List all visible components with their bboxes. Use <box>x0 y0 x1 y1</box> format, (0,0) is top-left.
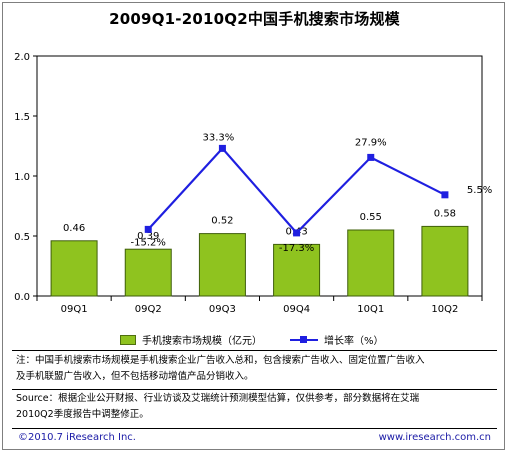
growth-value-label: 33.3% <box>203 132 235 143</box>
separator-bottom <box>12 428 497 429</box>
bar <box>198 233 246 297</box>
plot-area <box>36 55 483 297</box>
y-tick-label: 1.5 <box>14 112 30 123</box>
x-tick-label: 09Q4 <box>283 304 310 315</box>
legend-bar-swatch <box>120 334 136 345</box>
bar-value-label: 0.46 <box>63 223 85 234</box>
growth-point <box>441 191 449 199</box>
footer-website: www.iresearch.com.cn <box>378 432 491 443</box>
source-line-1: Source：根据企业公开财报、行业访谈及艾瑞统计预测模型估算，仅供参考，部分数… <box>16 393 420 404</box>
x-tick-label: 10Q2 <box>431 304 458 315</box>
legend-line-label: 增长率（%） <box>324 336 384 347</box>
footer-copyright: ©2010.7 iResearch Inc. <box>18 432 136 443</box>
x-tick-label: 09Q2 <box>135 304 162 315</box>
growth-value-label: -15.2% <box>131 237 166 248</box>
chart-title: 2009Q1-2010Q2中国手机搜索市场规模 <box>109 10 400 28</box>
chart-legend: 手机搜索市场规模（亿元） 增长率（%） <box>120 332 450 347</box>
legend-bar-label: 手机搜索市场规模（亿元） <box>142 336 262 347</box>
separator-top <box>12 350 497 351</box>
bar <box>421 225 469 297</box>
bar <box>124 248 172 297</box>
growth-value-label: -17.3% <box>279 243 314 254</box>
note-line-1: 注：中国手机搜索市场规模是手机搜索企业广告收入总和，包含搜索广告收入、固定位置广… <box>16 355 425 366</box>
legend-line-swatch <box>290 335 318 345</box>
y-tick-label: 2.0 <box>14 52 30 63</box>
y-tick-label: 0.5 <box>14 232 30 243</box>
x-tick-label: 09Q3 <box>209 304 236 315</box>
bar <box>273 243 321 297</box>
growth-value-label: 27.9% <box>355 137 387 148</box>
note-block: 注：中国手机搜索市场规模是手机搜索企业广告收入总和，包含搜索广告收入、固定位置广… <box>16 353 494 385</box>
source-block: Source：根据企业公开财报、行业访谈及艾瑞统计预测模型估算，仅供参考，部分数… <box>16 391 494 423</box>
growth-point <box>293 229 301 237</box>
x-tick-label: 09Q1 <box>61 304 88 315</box>
bar-value-label: 0.52 <box>211 216 233 227</box>
y-tick-label: 1.0 <box>14 172 30 183</box>
legend-item-line: 增长率（%） <box>290 332 384 347</box>
bar <box>50 240 98 297</box>
y-tick-label: 0.0 <box>14 292 30 303</box>
legend-item-bar: 手机搜索市场规模（亿元） <box>120 332 262 347</box>
growth-point <box>144 225 152 233</box>
bar <box>347 229 395 297</box>
separator-middle <box>12 389 497 390</box>
growth-value-label: 5.5% <box>467 185 492 196</box>
growth-point <box>367 153 375 161</box>
x-tick-label: 10Q1 <box>357 304 384 315</box>
bar-value-label: 0.39 <box>137 231 159 242</box>
bar-value-label: 0.55 <box>360 212 382 223</box>
note-line-2: 及手机联盟广告收入，但不包括移动增值产品分销收入。 <box>16 371 254 382</box>
bar-value-label: 0.58 <box>434 208 456 219</box>
source-line-2: 2010Q2季度报告中调整修正。 <box>16 409 149 420</box>
growth-point <box>218 144 226 152</box>
